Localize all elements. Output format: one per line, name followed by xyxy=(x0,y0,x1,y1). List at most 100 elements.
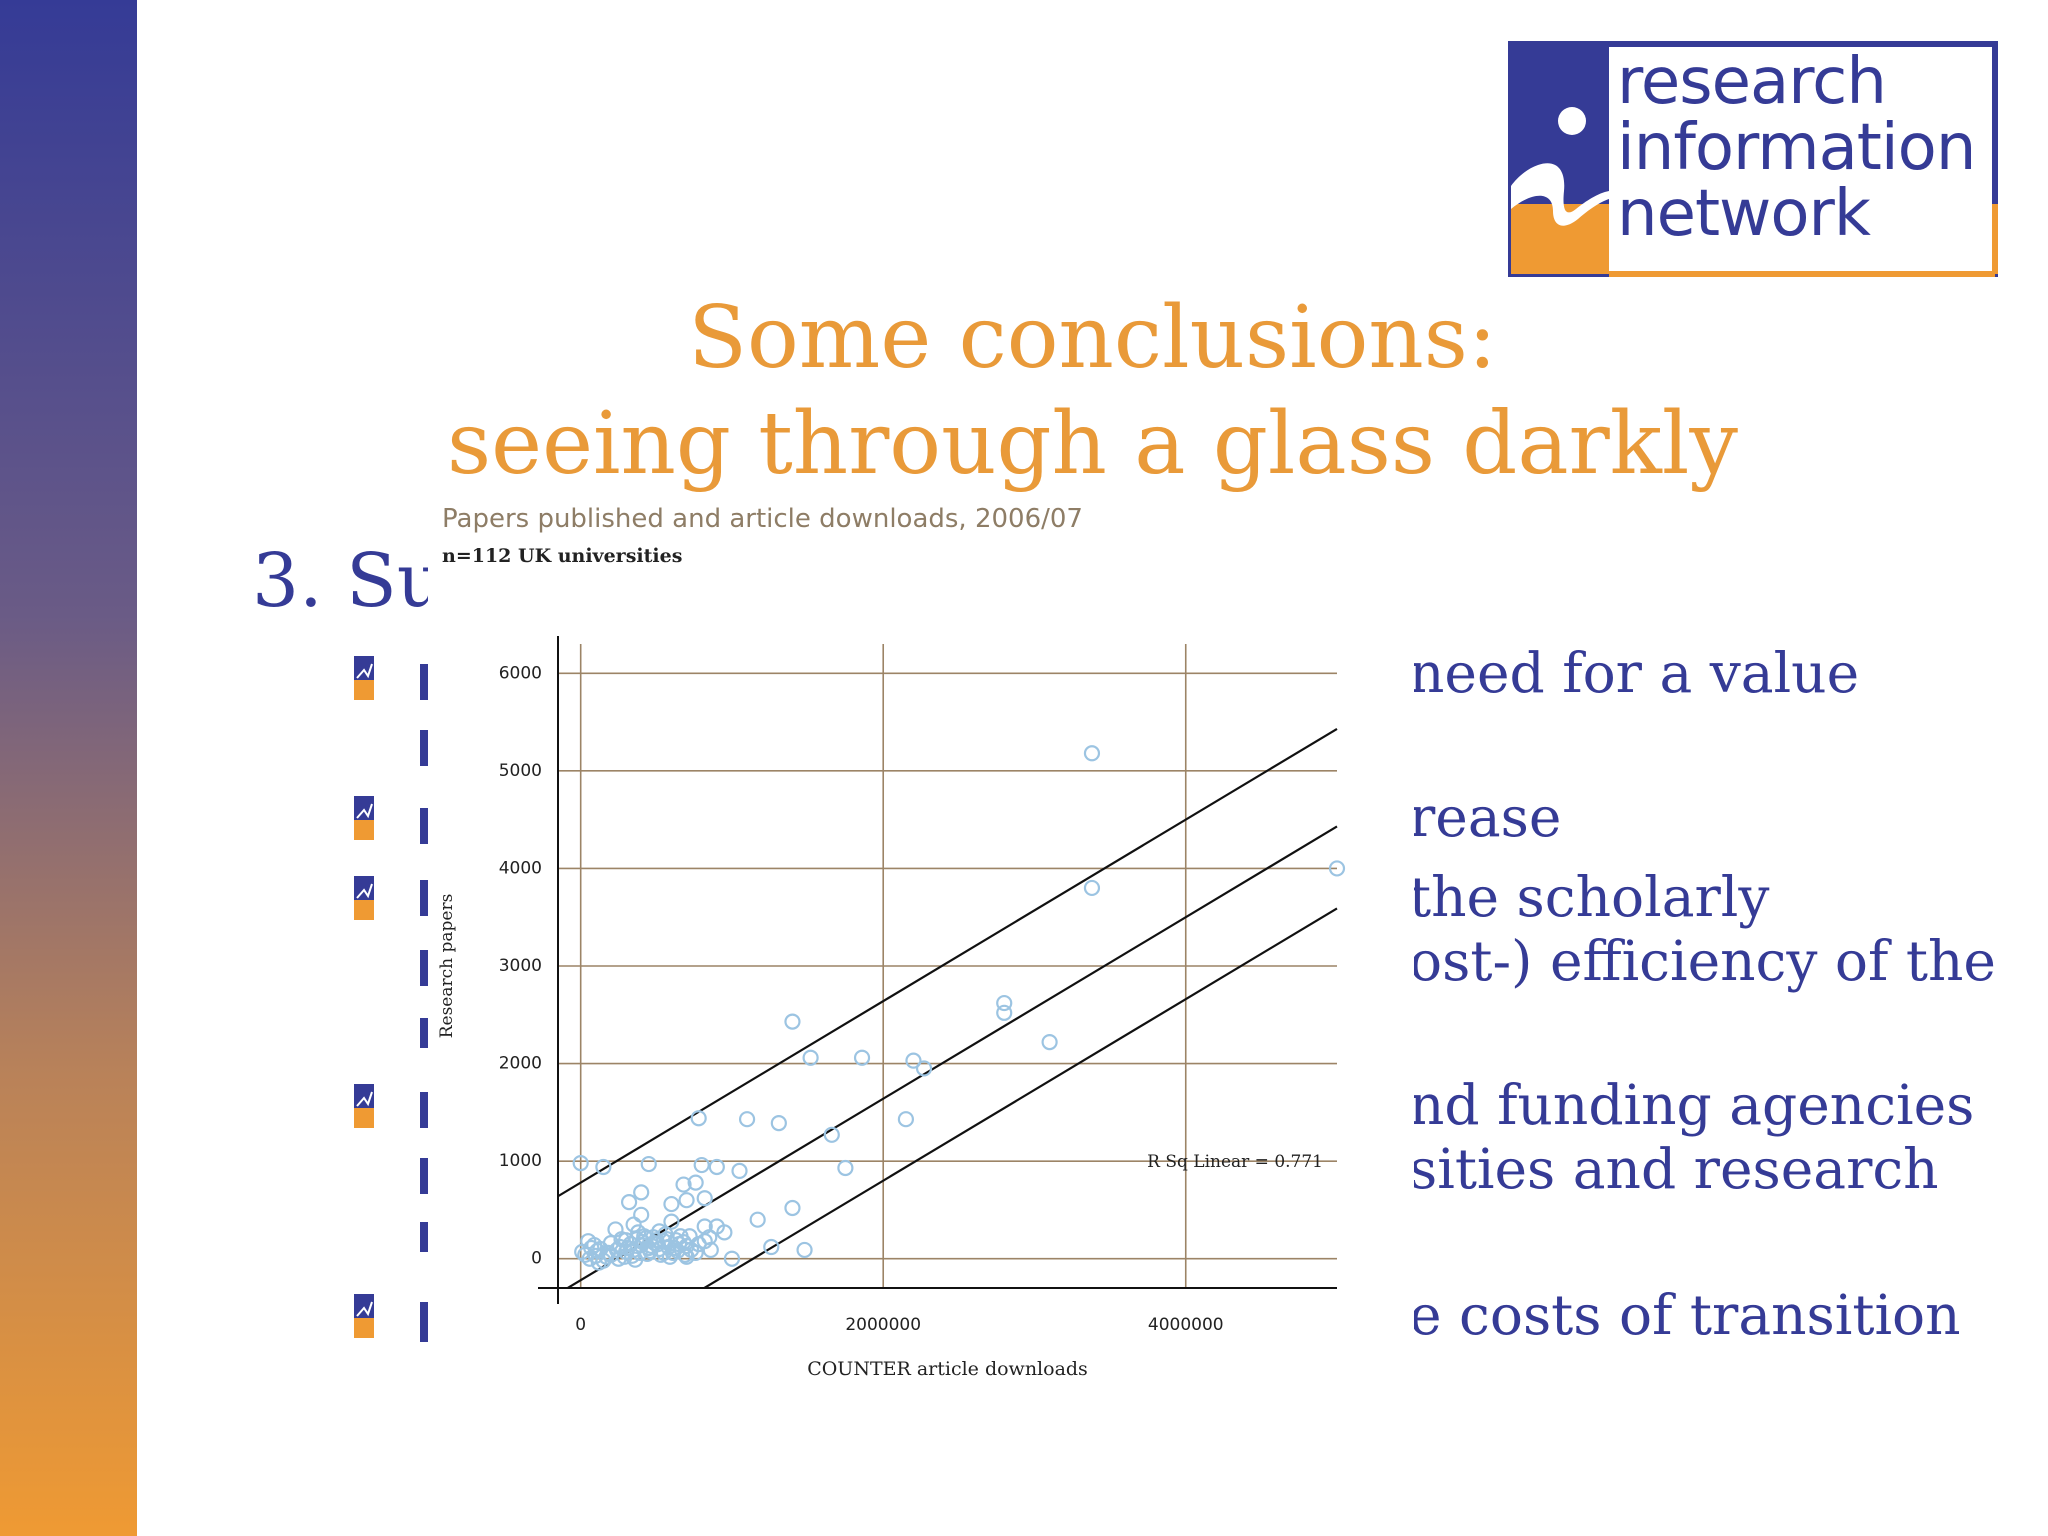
rin-logo-mark xyxy=(1508,41,1998,277)
data-point xyxy=(625,1216,642,1233)
chart-title: Papers published and article downloads, … xyxy=(442,504,1083,534)
y-axis-label: Research papers xyxy=(437,894,457,1039)
data-point xyxy=(996,1004,1013,1021)
clipped-text-edge xyxy=(420,1092,428,1128)
regression-fit-line xyxy=(565,825,1338,1288)
clipped-text-edge xyxy=(420,1302,428,1342)
bullet-text-fragment: rease xyxy=(1409,785,1562,849)
data-point xyxy=(652,1246,669,1263)
data-point xyxy=(897,1111,915,1128)
rin-logo: research information network xyxy=(1508,41,1998,277)
data-point xyxy=(640,1155,657,1173)
data-point xyxy=(1083,879,1101,897)
data-point xyxy=(675,1176,692,1193)
brand-sidebar-stripe xyxy=(0,0,137,1536)
bullet-icon xyxy=(354,1294,374,1338)
bullet-icon xyxy=(354,876,374,920)
clipped-text-edge xyxy=(420,1158,428,1194)
data-point xyxy=(627,1251,644,1268)
y-tick-label: 3000 xyxy=(499,956,542,976)
data-point xyxy=(590,1254,607,1271)
chart-panel xyxy=(428,494,1414,1394)
x-tick-label: 2000000 xyxy=(845,1315,921,1335)
clipped-text-edge xyxy=(420,950,428,986)
slide-title-line1: Some conclusions: xyxy=(688,288,1497,388)
data-point xyxy=(619,1239,636,1257)
data-point xyxy=(723,1250,741,1267)
logo-word-research: research xyxy=(1617,45,1887,119)
data-point xyxy=(633,1206,650,1223)
data-point xyxy=(696,1190,713,1207)
data-point xyxy=(905,1052,922,1069)
clipped-text-edge xyxy=(420,880,428,916)
logo-word-information: information xyxy=(1617,111,1976,185)
x-tick-label: 4000000 xyxy=(1148,1315,1224,1335)
y-tick-label: 0 xyxy=(531,1249,542,1269)
logo-word-network: network xyxy=(1617,177,1871,251)
bullet-icon xyxy=(354,656,374,700)
slide-subheading-fragment: 3. Su xyxy=(252,538,445,624)
data-point xyxy=(663,1195,680,1213)
data-point xyxy=(770,1114,787,1132)
clipped-text-edge xyxy=(420,808,428,844)
data-point xyxy=(731,1162,748,1180)
data-point xyxy=(586,1236,603,1254)
y-tick-label: 2000 xyxy=(499,1054,542,1074)
bullet-text-fragment: sities and research xyxy=(1409,1137,1939,1201)
clipped-text-edge xyxy=(420,1222,428,1252)
data-point xyxy=(823,1126,840,1143)
r-squared-annotation: R Sq Linear = 0.771 xyxy=(1147,1152,1323,1172)
slide-title-line2: seeing through a glass darkly xyxy=(447,394,1738,494)
bullet-text-fragment: e costs of transition xyxy=(1409,1283,1961,1347)
y-tick-label: 1000 xyxy=(499,1151,542,1171)
data-point xyxy=(574,1243,591,1260)
data-point xyxy=(853,1049,871,1066)
data-point xyxy=(738,1111,756,1128)
data-point xyxy=(690,1110,707,1127)
data-point xyxy=(1328,860,1346,877)
data-point xyxy=(595,1158,612,1176)
bullet-text-fragment: ost-) efficiency of the xyxy=(1409,929,1996,993)
data-point xyxy=(716,1224,733,1241)
clipped-text-edge xyxy=(420,664,428,700)
data-point xyxy=(624,1247,641,1264)
data-point xyxy=(661,1248,679,1265)
data-point xyxy=(1041,1034,1058,1051)
data-point xyxy=(693,1156,710,1174)
lower-interval-line xyxy=(702,907,1338,1288)
bullet-icon xyxy=(354,1084,374,1128)
data-point xyxy=(678,1192,695,1209)
scatter-chart: 0 1000 2000 3000 4000 5000 6000 0 2000000 4000000… xyxy=(437,636,1346,1380)
x-tick-label: 0 xyxy=(575,1315,586,1335)
data-point xyxy=(696,1233,713,1250)
y-tick-label: 4000 xyxy=(499,858,542,878)
data-point xyxy=(663,1213,680,1230)
data-point xyxy=(1083,745,1101,762)
upper-interval-line xyxy=(558,727,1338,1198)
bullet-text-fragment: need for a value xyxy=(1409,641,1860,705)
data-point xyxy=(763,1238,780,1256)
data-point xyxy=(796,1241,813,1259)
data-point xyxy=(749,1211,766,1228)
data-point xyxy=(572,1155,589,1172)
clipped-text-edge xyxy=(420,730,428,766)
chart-subtitle: n=112 UK universities xyxy=(442,545,683,567)
data-point xyxy=(676,1246,694,1263)
bullet-text-fragment: the scholarly xyxy=(1409,865,1770,929)
data-point xyxy=(633,1184,650,1201)
data-point xyxy=(616,1248,633,1265)
bullet-text-fragment: nd funding agencies xyxy=(1409,1073,1975,1137)
data-point xyxy=(784,1013,801,1030)
data-point xyxy=(667,1232,685,1249)
data-point xyxy=(915,1060,933,1077)
data-point xyxy=(996,994,1013,1012)
y-tick-label: 5000 xyxy=(499,761,542,781)
data-point xyxy=(583,1239,600,1257)
data-point xyxy=(611,1238,629,1256)
y-tick-label: 6000 xyxy=(499,663,542,683)
data-point xyxy=(672,1228,689,1245)
clipped-text-edge xyxy=(420,1018,428,1048)
data-point xyxy=(708,1158,725,1176)
data-point xyxy=(784,1199,801,1217)
data-point xyxy=(620,1194,638,1211)
